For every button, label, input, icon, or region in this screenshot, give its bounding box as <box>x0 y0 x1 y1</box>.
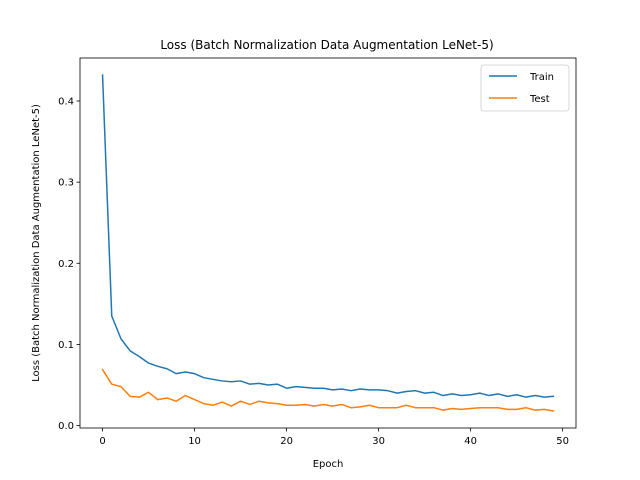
y-axis-label: Loss (Batch Normalization Data Augmentat… <box>31 104 42 382</box>
x-axis-ticks: 0 10 20 30 40 50 <box>99 428 569 447</box>
series-layer <box>101 74 555 412</box>
y-axis-ticks: 0.0 0.1 0.2 0.3 0.4 <box>58 97 80 432</box>
legend-box <box>480 64 570 112</box>
legend: Train Test <box>480 64 570 112</box>
x-axis-label: Epoch <box>313 459 344 470</box>
x-tick-label: 30 <box>372 436 385 447</box>
x-tick-label: 40 <box>464 436 477 447</box>
series-line-train <box>101 74 555 398</box>
x-tick-label: 0 <box>99 436 105 447</box>
x-tick-label: 50 <box>556 436 569 447</box>
axes-frame <box>79 57 577 429</box>
legend-label-test: Test <box>529 94 550 105</box>
y-tick-label: 0.1 <box>58 340 74 351</box>
series-line-test <box>101 368 555 412</box>
y-tick-label: 0.4 <box>58 97 74 108</box>
plot-area <box>79 57 577 429</box>
chart-title: Loss (Batch Normalization Data Augmentat… <box>160 38 493 52</box>
y-tick-label: 0.3 <box>58 178 74 189</box>
x-tick-label: 10 <box>188 436 201 447</box>
y-tick-label: 0.2 <box>58 259 74 270</box>
x-tick-label: 20 <box>280 436 293 447</box>
y-tick-label: 0.0 <box>58 421 74 432</box>
legend-label-train: Train <box>529 72 554 83</box>
